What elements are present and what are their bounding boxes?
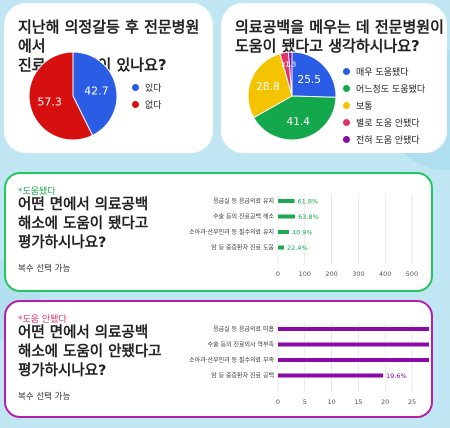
- legend-label: 보통: [356, 102, 373, 112]
- x-tick-label: 25: [408, 398, 416, 406]
- pie-slice: [72, 51, 118, 137]
- bar: [278, 199, 295, 203]
- x-tick-label: 10: [327, 398, 335, 406]
- category-label: 수술 등의 진료의사 역부족: [208, 341, 275, 349]
- bar-card-helpful: *도움됐다 어떤 면에서 의료공백 해소에 도움이 됐다고 평가하시나요? 복수…: [4, 172, 433, 292]
- value-label: 22.4%: [287, 244, 308, 252]
- pie-label: 41.4: [287, 116, 311, 128]
- category-label: 소아과·산부인과 등 필수의료 유지: [189, 228, 274, 236]
- bar-card-not-helpful: *도움 안됐다 어떤 면에서 의료공백 해소에 도움이 안됐다고 평가하시나요?…: [4, 300, 433, 418]
- legend-dot: [343, 136, 350, 143]
- bar: [278, 327, 429, 331]
- legend-dot: [132, 101, 139, 108]
- x-tick-label: 20: [381, 398, 389, 406]
- pie-slice: [291, 51, 337, 98]
- category-label: 응급실 등 응급의료 유지: [213, 197, 274, 205]
- pie-label: 42.7: [84, 84, 109, 97]
- pie-slice: [287, 51, 293, 97]
- bar: [278, 214, 296, 219]
- x-tick-label: 0: [276, 270, 280, 278]
- legend-item: 없다: [132, 96, 162, 113]
- pie-slice: [252, 95, 337, 141]
- note-multiple-choice: 복수 선택 가능: [18, 392, 71, 402]
- legend-label: 매우 도움됐다: [356, 68, 409, 78]
- category-label: 응급실 등 응급의료 미흡: [213, 325, 274, 333]
- category-label: 암 등 중증환자 진료 공백: [211, 372, 274, 380]
- legend-item: 별로 도움 안됐다: [343, 114, 425, 131]
- pie-chart-helpful: 25.5 41.4 28.8 3.11.3: [247, 51, 337, 141]
- pie-slice: [28, 51, 94, 141]
- legend-label: 어느정도 도움됐다: [356, 85, 426, 95]
- legend-item: 매우 도움됐다: [343, 63, 425, 80]
- legend-dot: [343, 102, 350, 109]
- value-label: 63.8%: [298, 213, 319, 221]
- pie-card-helpful: 의료공백을 메우는 데 전문병원이 도움이 됐다고 생각하시나요? 25.5 41…: [221, 3, 447, 153]
- legend-dot: [343, 119, 350, 126]
- category-label: 암 등 중증환자 진료 도움: [211, 244, 274, 252]
- x-tick-label: 300: [352, 270, 364, 278]
- value-label: 40.9%: [292, 229, 313, 237]
- legend-item: 보통: [343, 97, 425, 114]
- question-how-not-helpful: 어떤 면에서 의료공백 해소에 도움이 안됐다고 평가하시나요?: [18, 325, 162, 379]
- question-helpful: 의료공백을 메우는 데 전문병원이 도움이 됐다고 생각하시나요?: [235, 18, 444, 55]
- pie-chart-treatment: 42.7 57.3: [28, 51, 118, 141]
- legend-label: 별로 도움 안됐다: [356, 119, 420, 129]
- legend-label: 있다: [145, 84, 162, 94]
- pie-label: 57.3: [37, 95, 62, 108]
- bar: [278, 358, 429, 362]
- tag-not-helpful: *도움 안됐다: [18, 315, 67, 325]
- legend-item: 전혀 도움 안됐다: [343, 131, 425, 148]
- category-label: 수술 등의 진료공백 해소: [213, 213, 274, 221]
- x-tick-label: 15: [354, 398, 362, 406]
- legend-dot: [343, 85, 350, 92]
- x-tick-label: 100: [299, 270, 311, 278]
- legend-item: 있다: [132, 79, 162, 96]
- pie-label: 1.3: [285, 60, 296, 68]
- x-tick-label: 200: [325, 270, 337, 278]
- legend-label: 전혀 도움 안됐다: [356, 136, 420, 146]
- pie-label: 3.1: [281, 61, 292, 69]
- bar: [278, 230, 289, 234]
- bar-chart-helpful: 0 100 200 300 400 500 응급실 등 응급의료 유지 61.8% 수술 등의 …: [189, 194, 418, 278]
- tag-helpful: *도움됐다: [18, 187, 56, 197]
- pie-label: 28.8: [256, 81, 279, 93]
- x-tick-label: 0: [276, 398, 280, 406]
- category-label: 소아과·산부인과 등 필수의료 부족: [189, 356, 274, 364]
- bar: [278, 373, 384, 378]
- bar: [278, 342, 429, 347]
- x-tick-label: 500: [406, 270, 418, 278]
- pie-slice: [247, 53, 293, 119]
- bar: [278, 245, 285, 250]
- value-label: 19.6%: [386, 372, 407, 380]
- value-label: 61.8%: [298, 198, 319, 206]
- pie-card-treatment: 지난해 의정갈등 후 전문병원에서 진료 받은 적이 있나요? 42.757.3…: [4, 3, 213, 153]
- question-how-helpful: 어떤 면에서 의료공백 해소에 도움이 됐다고 평가하시나요?: [18, 197, 149, 251]
- pie-label: 25.5: [298, 74, 321, 86]
- x-tick-label: 400: [379, 270, 391, 278]
- note-multiple-choice: 복수 선택 가능: [18, 264, 71, 274]
- legend-dot: [132, 84, 139, 91]
- legend-label: 없다: [145, 101, 162, 111]
- legend-item: 어느정도 도움됐다: [343, 80, 425, 97]
- legend-dot: [343, 68, 350, 75]
- x-tick-label: 5: [303, 398, 307, 406]
